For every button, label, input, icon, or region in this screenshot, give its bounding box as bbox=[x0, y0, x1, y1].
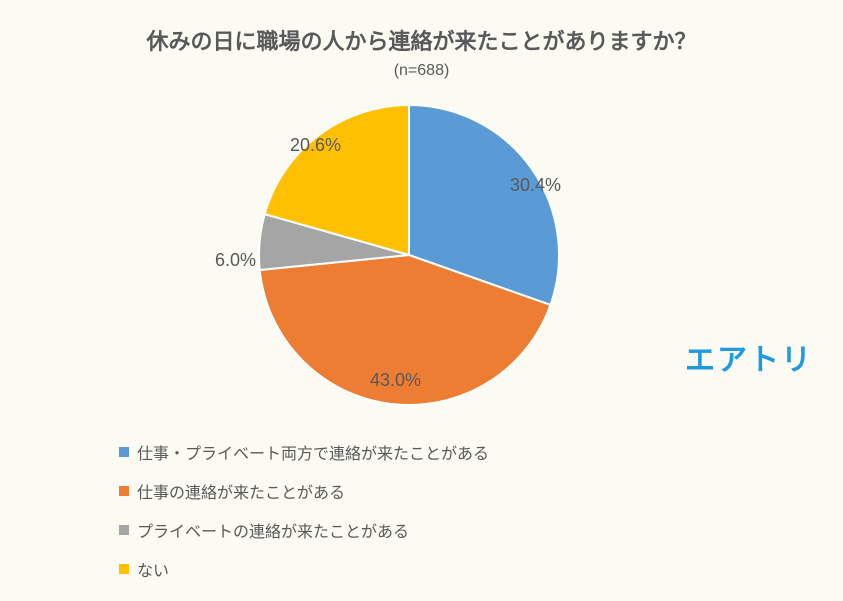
slice-label-0: 30.4% bbox=[510, 175, 561, 196]
legend-swatch-0 bbox=[119, 447, 129, 457]
legend-item-1: 仕事の連絡が来たことがある bbox=[119, 479, 489, 503]
legend-item-3: ない bbox=[119, 557, 489, 581]
legend-label-3: ない bbox=[137, 557, 169, 581]
legend-swatch-3 bbox=[119, 564, 129, 574]
legend-label-0: 仕事・プライベート両方で連絡が来たことがある bbox=[137, 440, 489, 464]
brand-logo: エアトリ bbox=[685, 335, 813, 379]
legend-label-1: 仕事の連絡が来たことがある bbox=[137, 479, 345, 503]
slice-label-2: 6.0% bbox=[215, 250, 256, 271]
legend-item-0: 仕事・プライベート両方で連絡が来たことがある bbox=[119, 440, 489, 464]
slice-label-1: 43.0% bbox=[370, 370, 421, 391]
legend: 仕事・プライベート両方で連絡が来たことがある仕事の連絡が来たことがあるプライベー… bbox=[119, 440, 489, 596]
legend-swatch-2 bbox=[119, 525, 129, 535]
slice-label-3: 20.6% bbox=[290, 135, 341, 156]
chart-title: 休みの日に職場の人から連絡が来たことがありますか？ bbox=[0, 24, 843, 56]
legend-item-2: プライベートの連絡が来たことがある bbox=[119, 518, 489, 542]
legend-label-2: プライベートの連絡が来たことがある bbox=[137, 518, 409, 542]
legend-swatch-1 bbox=[119, 486, 129, 496]
chart-subtitle: (n=688) bbox=[0, 62, 843, 80]
